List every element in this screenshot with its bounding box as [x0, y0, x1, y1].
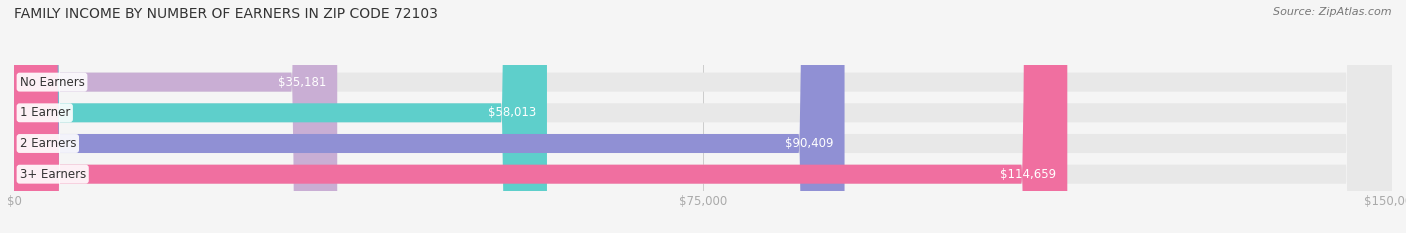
FancyBboxPatch shape [14, 0, 1392, 233]
Text: FAMILY INCOME BY NUMBER OF EARNERS IN ZIP CODE 72103: FAMILY INCOME BY NUMBER OF EARNERS IN ZI… [14, 7, 437, 21]
Text: $58,013: $58,013 [488, 106, 536, 119]
FancyBboxPatch shape [14, 0, 1067, 233]
Text: 1 Earner: 1 Earner [20, 106, 70, 119]
Text: 2 Earners: 2 Earners [20, 137, 76, 150]
Text: 3+ Earners: 3+ Earners [20, 168, 86, 181]
FancyBboxPatch shape [14, 0, 1392, 233]
Text: $35,181: $35,181 [278, 76, 326, 89]
FancyBboxPatch shape [14, 0, 547, 233]
FancyBboxPatch shape [14, 0, 1392, 233]
Text: No Earners: No Earners [20, 76, 84, 89]
Text: Source: ZipAtlas.com: Source: ZipAtlas.com [1274, 7, 1392, 17]
Text: $90,409: $90,409 [785, 137, 834, 150]
FancyBboxPatch shape [14, 0, 845, 233]
FancyBboxPatch shape [14, 0, 337, 233]
FancyBboxPatch shape [14, 0, 1392, 233]
Text: $114,659: $114,659 [1000, 168, 1056, 181]
